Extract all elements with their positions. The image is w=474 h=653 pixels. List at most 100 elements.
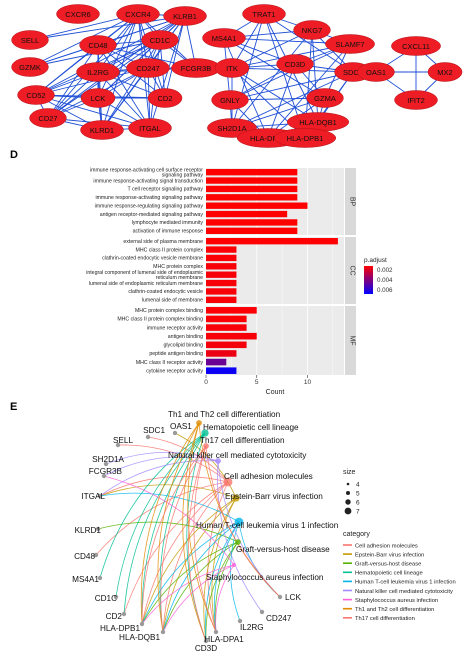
cnet-nodes: Th1 and Th2 cell differentiation Hematopo… [72, 410, 339, 653]
network-edge [164, 15, 186, 99]
facet-bp: BP immune response-activating cell surfac… [90, 167, 356, 235]
gene-node-label: ITGAL [139, 124, 161, 133]
cnet-edge [205, 445, 281, 598]
network-edge [263, 13, 354, 73]
network-edge [267, 43, 351, 139]
category-label: MHC protein complex [153, 264, 203, 270]
category-label: external side of plasma membrane [123, 239, 203, 245]
gene-node-cd2 [147, 88, 183, 108]
gene-label: SDC1 [143, 426, 165, 435]
pathway-node-cell-adhesion-molecules [223, 477, 233, 487]
gene-node-ifit2 [394, 90, 438, 110]
category-label: clathrin-coated endocytic vesicle membra… [102, 256, 203, 262]
category-legend-label: Th17 cell differentiation [355, 616, 415, 622]
gene-dot-fcgr3b [101, 473, 107, 479]
gene-dot-cd2 [121, 611, 127, 617]
size-legend-dot [346, 482, 350, 486]
size-legend-label: 5 [356, 491, 360, 498]
x-tick-label: 5 [255, 379, 259, 386]
network-edge [267, 63, 296, 139]
colorbar [364, 266, 373, 294]
legend-title: p.adjust [364, 257, 387, 264]
gene-node-label: SDC1 [343, 68, 363, 77]
gene-node-label: HLA-DQB1 [299, 118, 337, 127]
size-legend-dot [346, 491, 350, 495]
gene-node-label: LCK [91, 94, 106, 103]
network-edge [231, 71, 354, 129]
bar-clathrin-coated-endocytic-vesicle-membrane [206, 254, 237, 262]
cnet-edge [115, 432, 206, 598]
network-edge [137, 13, 166, 99]
bar-peptide-antigen-binding [206, 350, 237, 357]
category-label: MHC protein complex binding [135, 308, 203, 314]
bar-antigen-binding [206, 332, 257, 340]
gene-node-cd27 [29, 108, 67, 128]
facet-strip [345, 168, 356, 235]
cnet-edge [141, 481, 229, 625]
bar-external-side-of-plasma-membrane [206, 238, 338, 245]
gene-node-label: GZMK [19, 63, 41, 72]
bar-mhc-class-ii-receptor-activity [206, 358, 227, 366]
gene-label: KLRD1 [75, 526, 102, 535]
network-edge [149, 39, 161, 129]
gene-node-cd1c [141, 30, 179, 50]
go-enrichment-bar-chart: BP immune response-activating cell surfac… [86, 167, 393, 396]
category-label: peptide antigen binding [149, 351, 203, 357]
gene-node-gzma [306, 88, 344, 108]
gene-dot-sh2d1a [103, 461, 109, 467]
facet-cc: CC external side of plasma membrane MHC cl… [86, 237, 356, 304]
category-label: clathrin-coated endocytic vesicle [128, 289, 203, 295]
category-legend-label: Natural killer cell mediated cytotoxicit… [355, 589, 453, 595]
cnet-edge [162, 481, 229, 633]
kegg-cnet-plot: Th1 and Th2 cell differentiation Hematopo… [72, 410, 456, 653]
cnet-edge [193, 445, 217, 633]
gene-label: LCK [285, 593, 301, 602]
gene-node-label: IL2RG [87, 68, 109, 77]
pathway-label: Staphylococcus aureus infection [206, 573, 324, 582]
bar-integral-component-of-lumenal-side-of-endoplasmic-reticulum-membrane [206, 271, 237, 278]
cnet-edge [141, 541, 239, 625]
gene-label: MS4A1 [72, 575, 99, 584]
gene-node-oas1 [357, 62, 395, 82]
category-legend-label: Human T-cell leukemia virus 1 infection [355, 580, 456, 586]
network-edge [231, 29, 313, 129]
category-legend-label: Hematopoietic cell lineage [355, 571, 423, 577]
gene-label: CD48 [74, 552, 95, 561]
gene-dot-hla-dqb1 [160, 629, 166, 635]
pathway-node-epstein-barr-virus-infection [232, 494, 240, 502]
category-label: integral component of lumenal side of en… [86, 270, 203, 281]
bar-t-cell-receptor-signaling-pathway [206, 185, 298, 193]
pathway-label: Hematopoietic cell lineage [203, 423, 299, 432]
gene-node-cxcr6 [56, 4, 100, 24]
category-label: immune response-regulating signaling pat… [95, 203, 204, 209]
gene-label: SH2D1A [92, 455, 124, 464]
gene-dot-il2rg [237, 618, 243, 624]
x-tick-label: 0 [204, 379, 208, 386]
gene-node-label: NKG7 [302, 26, 322, 35]
gene-label: OAS1 [170, 422, 192, 431]
gene-node-label: SLAMF7 [335, 40, 364, 49]
gene-node-itk [214, 58, 250, 78]
gene-node-cd52 [17, 85, 55, 105]
cnet-edge [188, 445, 207, 642]
bar-immune-receptor-activity [206, 324, 247, 331]
pathway-node-human-t-cell-leukemia-virus-1-infection [234, 517, 244, 527]
network-edge [35, 44, 99, 96]
gene-dot-cd48 [93, 552, 99, 558]
category-legend-title: category [343, 531, 370, 538]
gene-node-klrd1 [80, 120, 124, 140]
gene-node-itgal [128, 118, 172, 138]
gene-label: CD247 [266, 614, 292, 623]
bar-lymphocyte-mediated-immunity [206, 219, 298, 226]
network-edge [223, 37, 269, 139]
category-label: immune response-activating cell surface … [90, 167, 203, 178]
gene-node-label: CD48 [88, 41, 107, 50]
gene-label: CD1C [95, 594, 117, 603]
gene-dot-itgal [97, 493, 103, 499]
gene-node-lck [80, 88, 116, 108]
gene-node-label: CD3D [285, 60, 306, 69]
gene-node-label: CD52 [26, 91, 45, 100]
bar-lumenal-side-of-membrane [206, 296, 237, 303]
